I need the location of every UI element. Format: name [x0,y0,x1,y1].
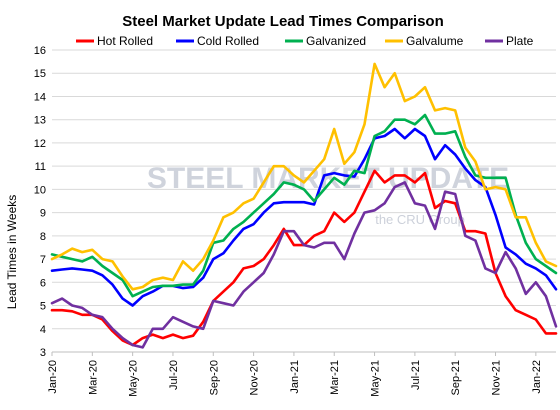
legend-label-plate: Plate [506,34,534,48]
legend-label-hot-rolled: Hot Rolled [97,34,153,48]
x-tick-label: Nov-21 [491,360,503,395]
x-tick-label: Mar-21 [329,360,341,395]
y-tick-label: 12 [34,138,46,150]
legend-label-cold-rolled: Cold Rolled [197,34,259,48]
series-lines [50,62,558,349]
legend-label-galvalume: Galvalume [406,34,464,48]
y-axis-label: Lead Times in Weeks [5,195,19,310]
x-tick-label: Jan-20 [47,360,59,394]
y-tick-label: 15 [34,68,46,80]
y-tick-label: 4 [40,324,46,336]
series-line-galvanized [50,113,558,298]
y-tick-label: 16 [34,45,46,57]
x-tick-label: Jan-21 [289,360,301,394]
x-tick-label: Jul-20 [168,360,180,390]
x-tick-label: May-21 [370,360,382,397]
legend-label-galvanized: Galvanized [306,34,366,48]
y-tick-label: 10 [34,184,46,196]
x-tick-label: Jul-21 [410,360,422,390]
chart-title: Steel Market Update Lead Times Compariso… [122,13,443,30]
axes: 3 4 5 6 7 8 9 10 11 12 13 14 15 16 Jan-20 Mar-20 May-20 J… [34,45,556,397]
x-tick-label: Sep-20 [208,360,220,395]
y-tick-label: 8 [40,231,46,243]
y-tick-label: 5 [40,301,46,313]
watermark-sub-text: the CRU Group [375,212,465,227]
y-tick-label: 9 [40,208,46,220]
y-tick-label: 3 [40,347,46,359]
y-tick-label: 7 [40,254,46,266]
legend: Hot Rolled Cold Rolled Galvanized Galvalume… [76,34,534,48]
series-line-galvalume [50,62,558,291]
x-tick-label: Mar-20 [87,360,99,395]
x-tick-label: Sep-21 [450,360,462,395]
series-line-plate [50,181,558,349]
x-tick-label: Jan-22 [531,360,543,394]
x-tick-label: Nov-20 [249,360,261,395]
y-tick-label: 14 [34,91,46,103]
series-line-cold-rolled [50,127,558,307]
y-tick-label: 6 [40,277,46,289]
y-tick-label: 13 [34,115,46,127]
watermark-main-text: STEEL MARKET UPDATE [147,162,509,195]
y-tick-label: 11 [35,161,46,173]
x-tick-label: May-20 [128,360,140,397]
